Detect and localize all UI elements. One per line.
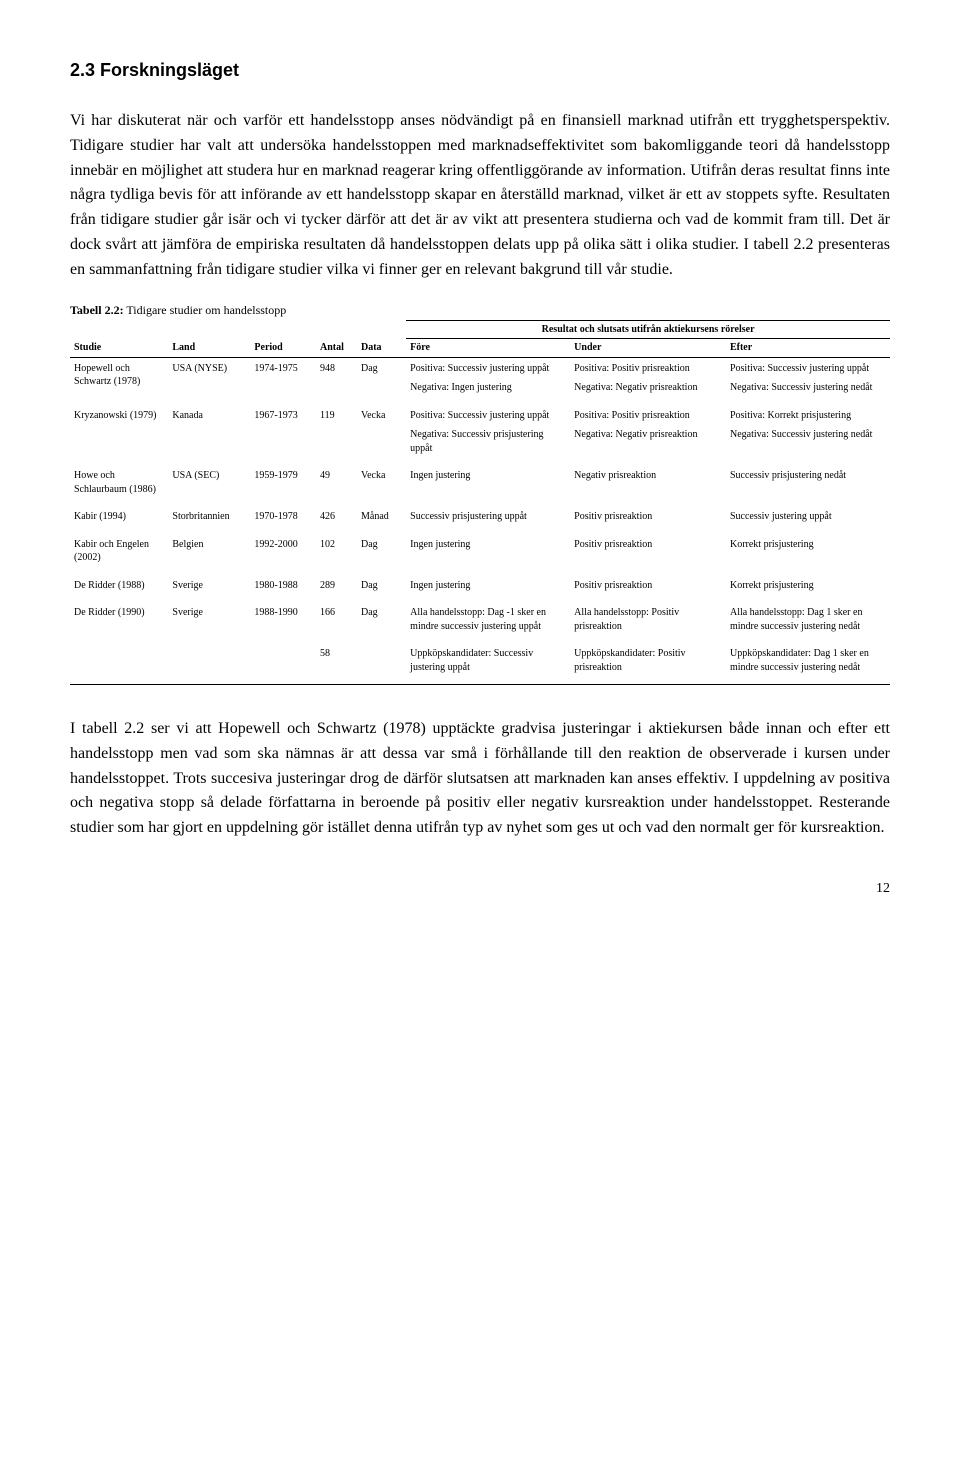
table-row: Howe och Schlaurbaum (1986)USA (SEC)1959… xyxy=(70,465,890,506)
cell-land: Sverige xyxy=(168,602,250,643)
cell-under: Uppköpskandidater: Positiv prisreaktion xyxy=(570,643,726,685)
paragraph-1: Vi har diskuterat när och varför ett han… xyxy=(70,109,890,283)
table-caption-number: Tabell 2.2: xyxy=(70,303,124,317)
table-caption: Tabell 2.2: Tidigare studier om handelss… xyxy=(70,303,890,318)
cell-land xyxy=(168,643,250,685)
table-row: Kryzanowski (1979)Kanada1967-1973119Veck… xyxy=(70,405,890,466)
cell-data: Dag xyxy=(357,575,406,603)
col-fore: Före xyxy=(406,339,570,358)
cell-fore: Ingen justering xyxy=(406,465,570,506)
cell-studie: Kryzanowski (1979) xyxy=(70,405,168,466)
cell-data: Månad xyxy=(357,506,406,534)
cell-under: Positiva: Positiv prisreaktionNegativa: … xyxy=(570,357,726,405)
col-studie: Studie xyxy=(70,339,168,358)
cell-fore: Positiva: Successiv justering uppåtNegat… xyxy=(406,357,570,405)
cell-land: Kanada xyxy=(168,405,250,466)
cell-studie: Howe och Schlaurbaum (1986) xyxy=(70,465,168,506)
col-data: Data xyxy=(357,339,406,358)
cell-efter: Successiv justering uppåt xyxy=(726,506,890,534)
cell-period xyxy=(250,643,316,685)
cell-data: Dag xyxy=(357,534,406,575)
table-row: 58 Uppköpskandidater: Successiv justering… xyxy=(70,643,890,685)
cell-data: Dag xyxy=(357,602,406,643)
cell-fore: Uppköpskandidater: Successiv justering u… xyxy=(406,643,570,685)
cell-land: USA (NYSE) xyxy=(168,357,250,405)
cell-studie: De Ridder (1990) xyxy=(70,602,168,643)
cell-data: Vecka xyxy=(357,465,406,506)
cell-under: Positiv prisreaktion xyxy=(570,506,726,534)
cell-antal: 166 xyxy=(316,602,357,643)
cell-antal: 948 xyxy=(316,357,357,405)
cell-under: Positiv prisreaktion xyxy=(570,534,726,575)
cell-fore: Ingen justering xyxy=(406,575,570,603)
cell-under: Alla handelsstopp: Positiv prisreaktion xyxy=(570,602,726,643)
cell-fore: Ingen justering xyxy=(406,534,570,575)
table-superheader-row: Resultat och slutsats utifrån aktiekurse… xyxy=(70,320,890,339)
cell-efter: Uppköpskandidater: Dag 1 sker en mindre … xyxy=(726,643,890,685)
cell-data: Dag xyxy=(357,357,406,405)
cell-efter: Positiva: Korrekt prisjusteringNegativa:… xyxy=(726,405,890,466)
cell-studie: De Ridder (1988) xyxy=(70,575,168,603)
studies-table: Resultat och slutsats utifrån aktiekurse… xyxy=(70,320,890,686)
table-superheader: Resultat och slutsats utifrån aktiekurse… xyxy=(406,320,890,339)
cell-period: 1974-1975 xyxy=(250,357,316,405)
cell-studie xyxy=(70,643,168,685)
section-heading: 2.3 Forskningsläget xyxy=(70,60,890,81)
cell-efter: Positiva: Successiv justering uppåtNegat… xyxy=(726,357,890,405)
cell-period: 1959-1979 xyxy=(250,465,316,506)
cell-studie: Kabir och Engelen (2002) xyxy=(70,534,168,575)
cell-antal: 119 xyxy=(316,405,357,466)
col-efter: Efter xyxy=(726,339,890,358)
cell-period: 1980-1988 xyxy=(250,575,316,603)
cell-studie: Kabir (1994) xyxy=(70,506,168,534)
table-header-row: Studie Land Period Antal Data Före Under… xyxy=(70,339,890,358)
page-number: 12 xyxy=(70,881,890,897)
cell-efter: Korrekt prisjustering xyxy=(726,534,890,575)
col-antal: Antal xyxy=(316,339,357,358)
cell-period: 1967-1973 xyxy=(250,405,316,466)
cell-antal: 102 xyxy=(316,534,357,575)
cell-fore: Successiv prisjustering uppåt xyxy=(406,506,570,534)
col-land: Land xyxy=(168,339,250,358)
cell-data xyxy=(357,643,406,685)
cell-studie: Hopewell och Schwartz (1978) xyxy=(70,357,168,405)
cell-land: Sverige xyxy=(168,575,250,603)
table-row: Kabir (1994)Storbritannien1970-1978426Må… xyxy=(70,506,890,534)
cell-fore: Alla handelsstopp: Dag -1 sker en mindre… xyxy=(406,602,570,643)
cell-fore: Positiva: Successiv justering uppåtNegat… xyxy=(406,405,570,466)
cell-under: Negativ prisreaktion xyxy=(570,465,726,506)
cell-efter: Successiv prisjustering nedåt xyxy=(726,465,890,506)
cell-period: 1970-1978 xyxy=(250,506,316,534)
cell-antal: 58 xyxy=(316,643,357,685)
cell-under: Positiv prisreaktion xyxy=(570,575,726,603)
table-caption-text: Tidigare studier om handelsstopp xyxy=(124,303,287,317)
table-row: Kabir och Engelen (2002)Belgien1992-2000… xyxy=(70,534,890,575)
col-period: Period xyxy=(250,339,316,358)
cell-efter: Alla handelsstopp: Dag 1 sker en mindre … xyxy=(726,602,890,643)
col-under: Under xyxy=(570,339,726,358)
cell-under: Positiva: Positiv prisreaktionNegativa: … xyxy=(570,405,726,466)
cell-land: Storbritannien xyxy=(168,506,250,534)
table-row: De Ridder (1988)Sverige1980-1988289DagIn… xyxy=(70,575,890,603)
cell-period: 1988-1990 xyxy=(250,602,316,643)
cell-efter: Korrekt prisjustering xyxy=(726,575,890,603)
paragraph-2: I tabell 2.2 ser vi att Hopewell och Sch… xyxy=(70,717,890,841)
table-row: De Ridder (1990)Sverige1988-1990166DagAl… xyxy=(70,602,890,643)
cell-land: USA (SEC) xyxy=(168,465,250,506)
cell-antal: 426 xyxy=(316,506,357,534)
cell-antal: 289 xyxy=(316,575,357,603)
cell-land: Belgien xyxy=(168,534,250,575)
cell-period: 1992-2000 xyxy=(250,534,316,575)
cell-antal: 49 xyxy=(316,465,357,506)
cell-data: Vecka xyxy=(357,405,406,466)
table-row: Hopewell och Schwartz (1978)USA (NYSE)19… xyxy=(70,357,890,405)
